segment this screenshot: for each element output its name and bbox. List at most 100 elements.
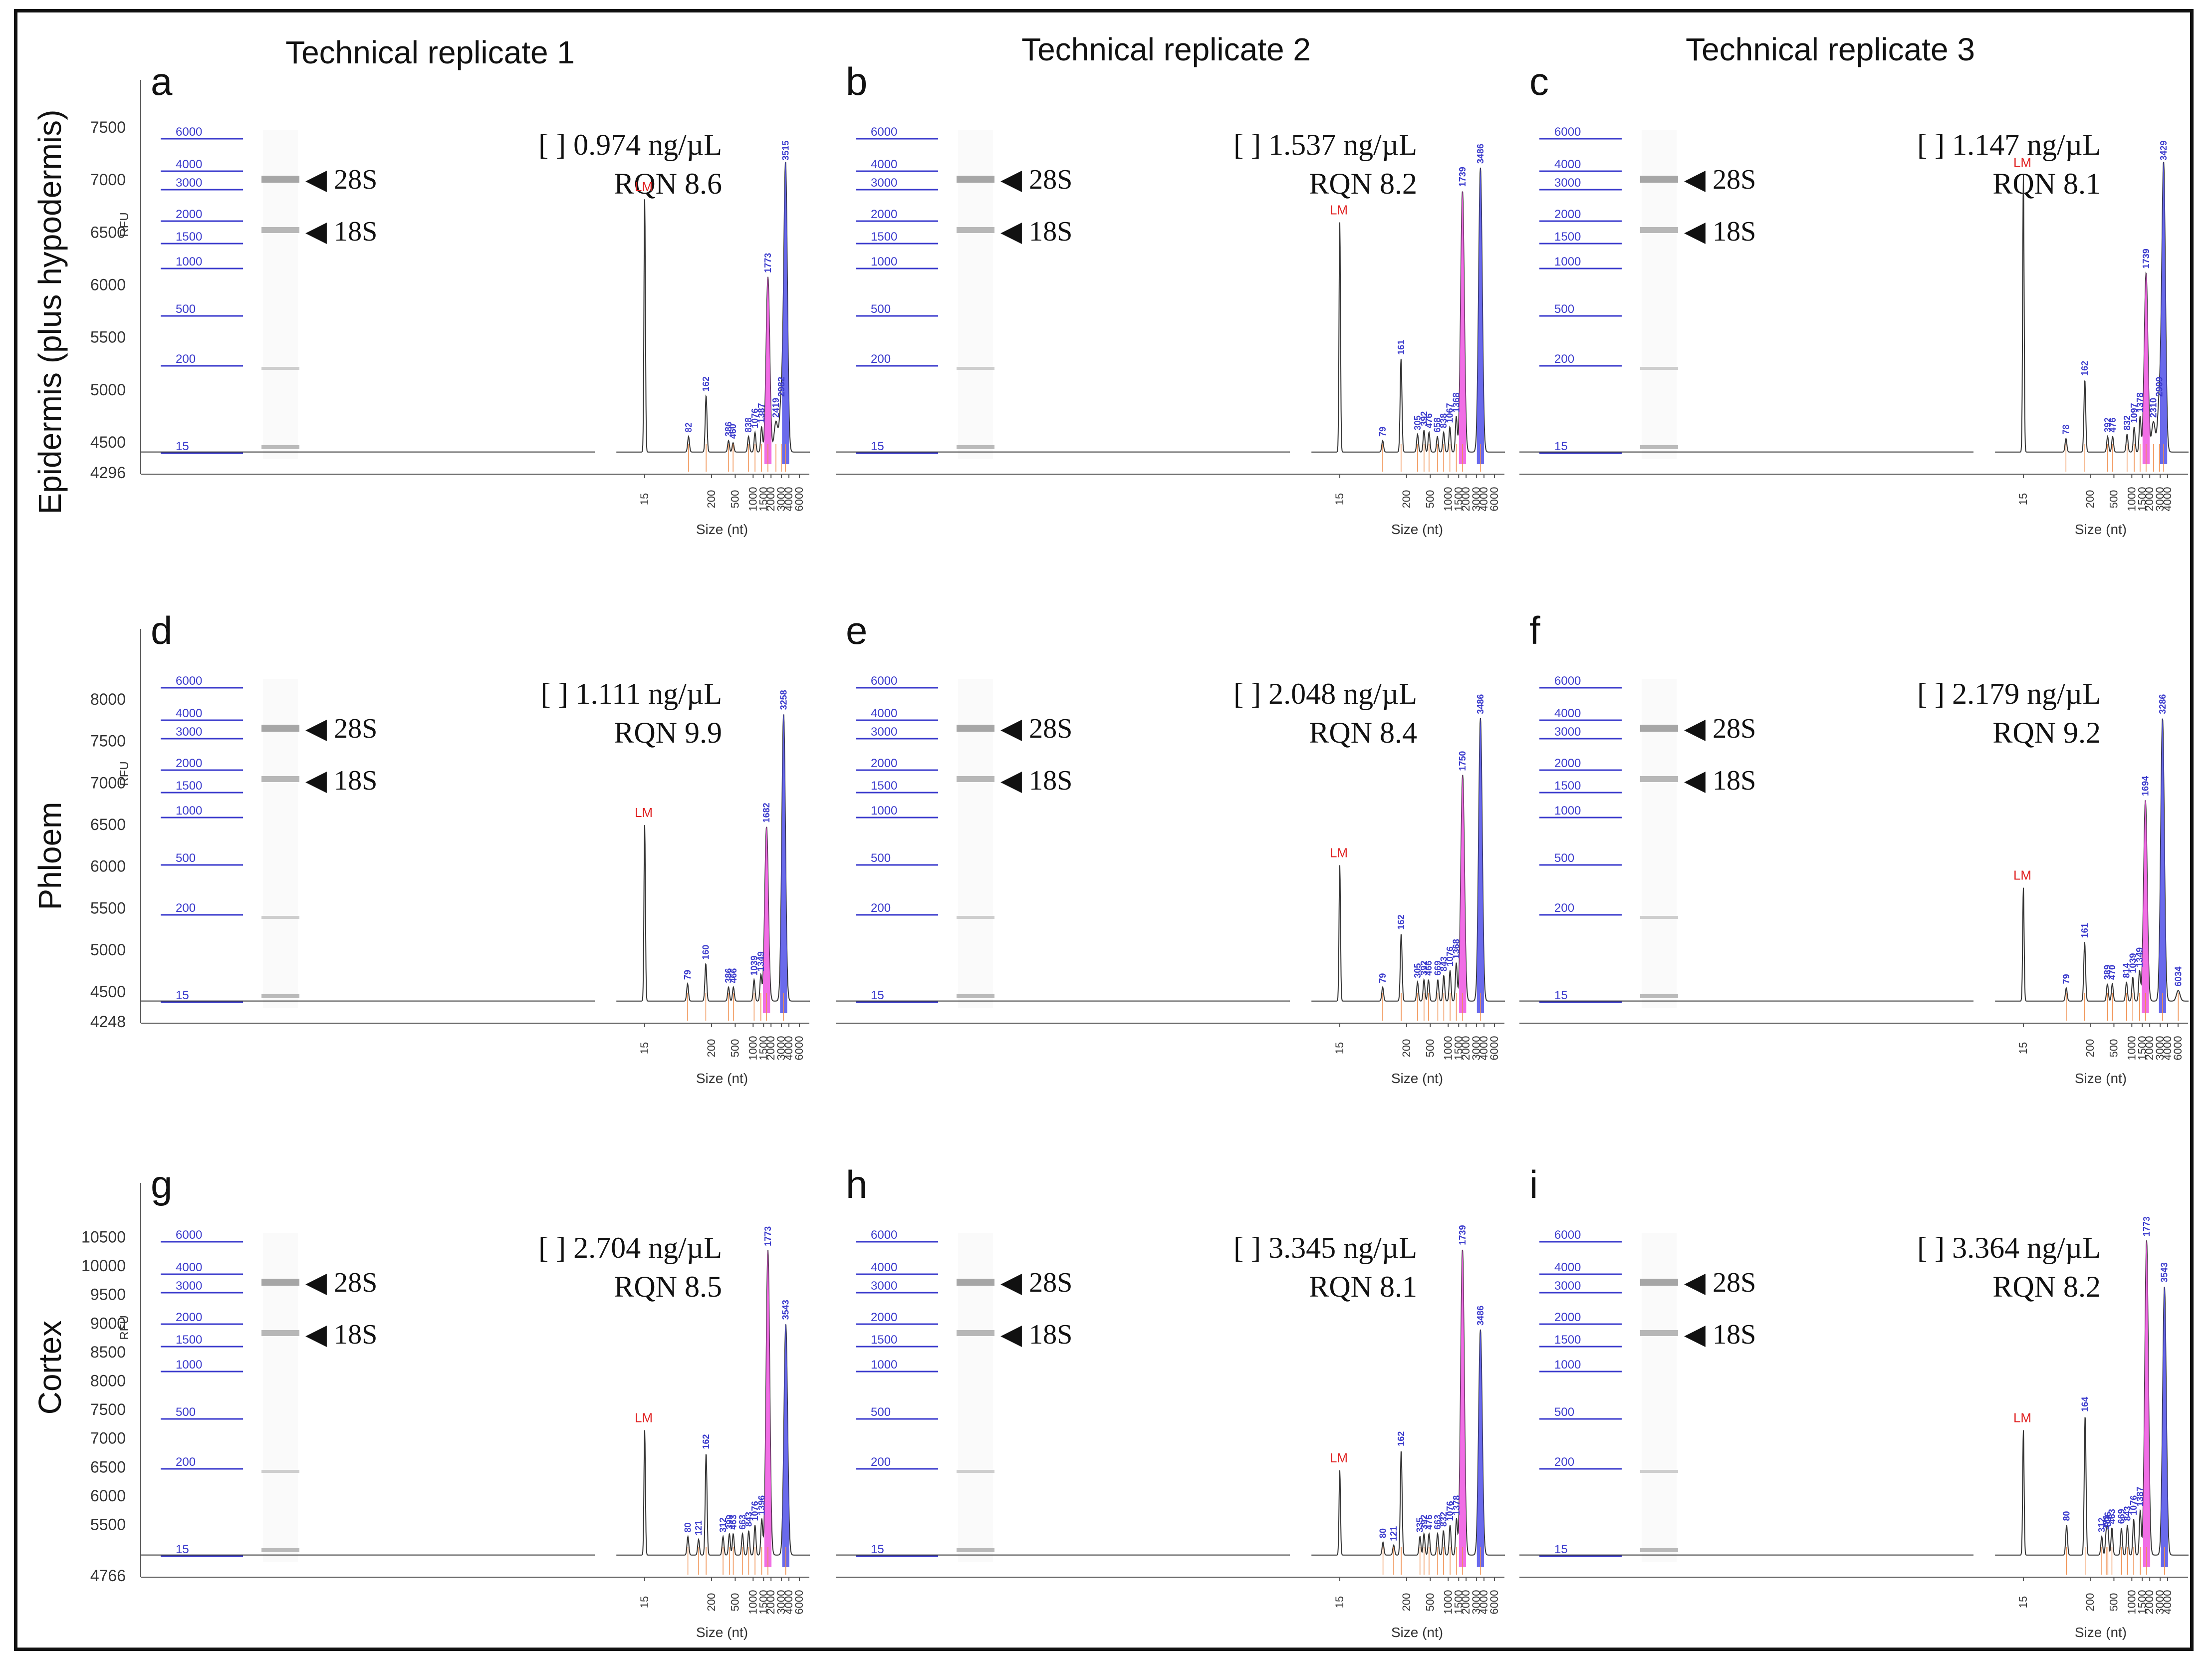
peak-28s-fill — [782, 1324, 789, 1567]
ladder-label: 15 — [176, 989, 189, 1002]
peak-label: 386 — [724, 422, 734, 437]
x-tick-label: 4000 — [1477, 487, 1490, 512]
panel-letter: c — [1529, 59, 1549, 103]
y-axis-label: RFU — [118, 1315, 131, 1340]
ladder-label: 1000 — [871, 1358, 897, 1372]
x-axis-label: Size (nt) — [696, 1071, 748, 1086]
concentration-label: [ ] 1.111 ng/µL — [541, 677, 722, 710]
gel-band-18s — [261, 1330, 299, 1336]
ladder-label: 3000 — [871, 725, 897, 739]
panel-letter: f — [1529, 608, 1540, 652]
gel-band-low — [261, 1470, 299, 1473]
peak-label: 392 — [1419, 961, 1429, 976]
peak-label: 1396 — [757, 1495, 767, 1515]
panel-letter: i — [1529, 1162, 1538, 1206]
y-tick-label: 7000 — [90, 774, 126, 792]
peak-label: 1039 — [749, 956, 759, 976]
gel-band-18s — [957, 776, 994, 782]
peak-label: 160 — [701, 945, 711, 960]
x-tick-label: 15 — [1333, 1596, 1346, 1608]
peak-label: 3486 — [1475, 144, 1485, 164]
ladder-label: 1500 — [1554, 779, 1581, 793]
gel-band-marker — [1640, 1548, 1678, 1552]
peak-label: 79 — [1378, 427, 1388, 437]
x-tick-label: 6000 — [793, 1036, 805, 1061]
peak-label: 79 — [683, 970, 693, 980]
band-label-18s: ◀ 18S — [305, 765, 377, 796]
peak-18s-fill — [763, 827, 770, 1013]
panel-i: i 6000 4000 3000 2000 1500 1000 500 200 15 ◀ 28S ◀ … — [1509, 1162, 2193, 1662]
gel-band-28s — [957, 1279, 994, 1286]
ladder-label: 200 — [176, 352, 196, 366]
gel-band-28s — [1640, 176, 1678, 183]
peak-label: 838 — [1439, 413, 1449, 428]
y-tick-label: 5000 — [90, 941, 126, 959]
peak-label: 3486 — [1475, 694, 1485, 714]
ladder-label: 15 — [871, 989, 884, 1002]
ladder-label: 4000 — [176, 707, 202, 720]
band-label-28s: ◀ 28S — [1000, 713, 1072, 744]
peak-label: 79 — [2061, 974, 2071, 984]
peak-label: 1368 — [1452, 939, 1462, 959]
ladder-label: 1500 — [176, 230, 202, 244]
x-tick-label: 15 — [1333, 493, 1346, 505]
peak-label: 161 — [2080, 923, 2090, 938]
gel-band-28s — [261, 1279, 299, 1286]
x-tick-label: 3000 — [2154, 487, 2166, 512]
gel-band-18s — [1640, 227, 1678, 233]
x-tick-label: 3000 — [1470, 1036, 1482, 1061]
x-axis-label: Size (nt) — [2075, 1625, 2127, 1640]
y-tick-label: 8000 — [90, 1372, 126, 1390]
y-tick-label: 4500 — [90, 433, 126, 451]
gel-band-low — [957, 367, 994, 370]
band-label-18s: ◀ 18S — [1000, 216, 1072, 247]
ladder-label: 1500 — [176, 1333, 202, 1347]
ladder-label: 200 — [1554, 1455, 1574, 1469]
x-tick-label: 6000 — [1488, 1590, 1500, 1615]
x-tick-label: 1500 — [2136, 1036, 2148, 1061]
y-tick-label: 7500 — [90, 1400, 126, 1418]
x-tick-label: 200 — [705, 1593, 718, 1612]
ladder-label: 1500 — [1554, 230, 1581, 244]
x-tick-label: 1500 — [757, 487, 769, 512]
peak-label-lm: LM — [2013, 868, 2031, 883]
peak-label: 843 — [743, 1512, 753, 1527]
peak-label: 843 — [1439, 956, 1449, 971]
electropherogram-trace — [616, 1250, 810, 1556]
ladder-label: 4000 — [871, 707, 897, 720]
rqn-label: RQN 8.6 — [614, 167, 722, 200]
x-tick-label: 4000 — [2161, 487, 2174, 512]
ladder-label: 6000 — [1554, 125, 1581, 139]
x-tick-label: 500 — [729, 1593, 741, 1612]
x-axis-label: Size (nt) — [696, 522, 748, 537]
x-tick-label: 1500 — [757, 1590, 769, 1615]
gel-lane — [263, 130, 298, 459]
peak-label: 658 — [1433, 417, 1443, 432]
peak-label: 3258 — [778, 690, 788, 710]
y-axis-label: RFU — [118, 212, 131, 237]
peak-label: 1076 — [2129, 1495, 2139, 1515]
peak-label: 162 — [1396, 1431, 1406, 1446]
figure-frame — [14, 9, 2194, 1651]
band-label-28s: ◀ 28S — [1000, 1267, 1072, 1298]
gel-band-low — [261, 916, 299, 919]
ladder-label: 500 — [871, 851, 891, 865]
ladder-label: 2000 — [1554, 757, 1581, 770]
ladder-label: 1500 — [871, 779, 897, 793]
gel-band-marker — [261, 445, 299, 449]
peak-label: 161 — [1396, 340, 1406, 355]
band-label-28s: ◀ 28S — [305, 164, 377, 195]
x-tick-label: 4000 — [782, 487, 795, 512]
y-tick-label: 5500 — [90, 1515, 126, 1533]
y-tick-label: 9500 — [90, 1286, 126, 1304]
chart-svg-a: a 7500 7000 6500 6000 5500 5000 4500 4296 RFU 6000… — [90, 59, 810, 537]
ladder-label: 200 — [176, 901, 196, 915]
gel-band-low — [1640, 1470, 1678, 1473]
x-axis-label: Size (nt) — [1391, 1071, 1443, 1086]
peak-28s-fill — [2161, 1286, 2168, 1567]
concentration-label: [ ] 3.345 ng/µL — [1233, 1231, 1417, 1264]
peak-18s-fill — [2142, 800, 2149, 1013]
chart-svg-d: d 8000 7500 7000 6500 6000 5500 5000 4500 4248 RFU… — [90, 608, 810, 1086]
panel-f: f 6000 4000 3000 2000 1500 1000 500 200 15 ◀ 28S ◀ … — [1509, 608, 2193, 1108]
